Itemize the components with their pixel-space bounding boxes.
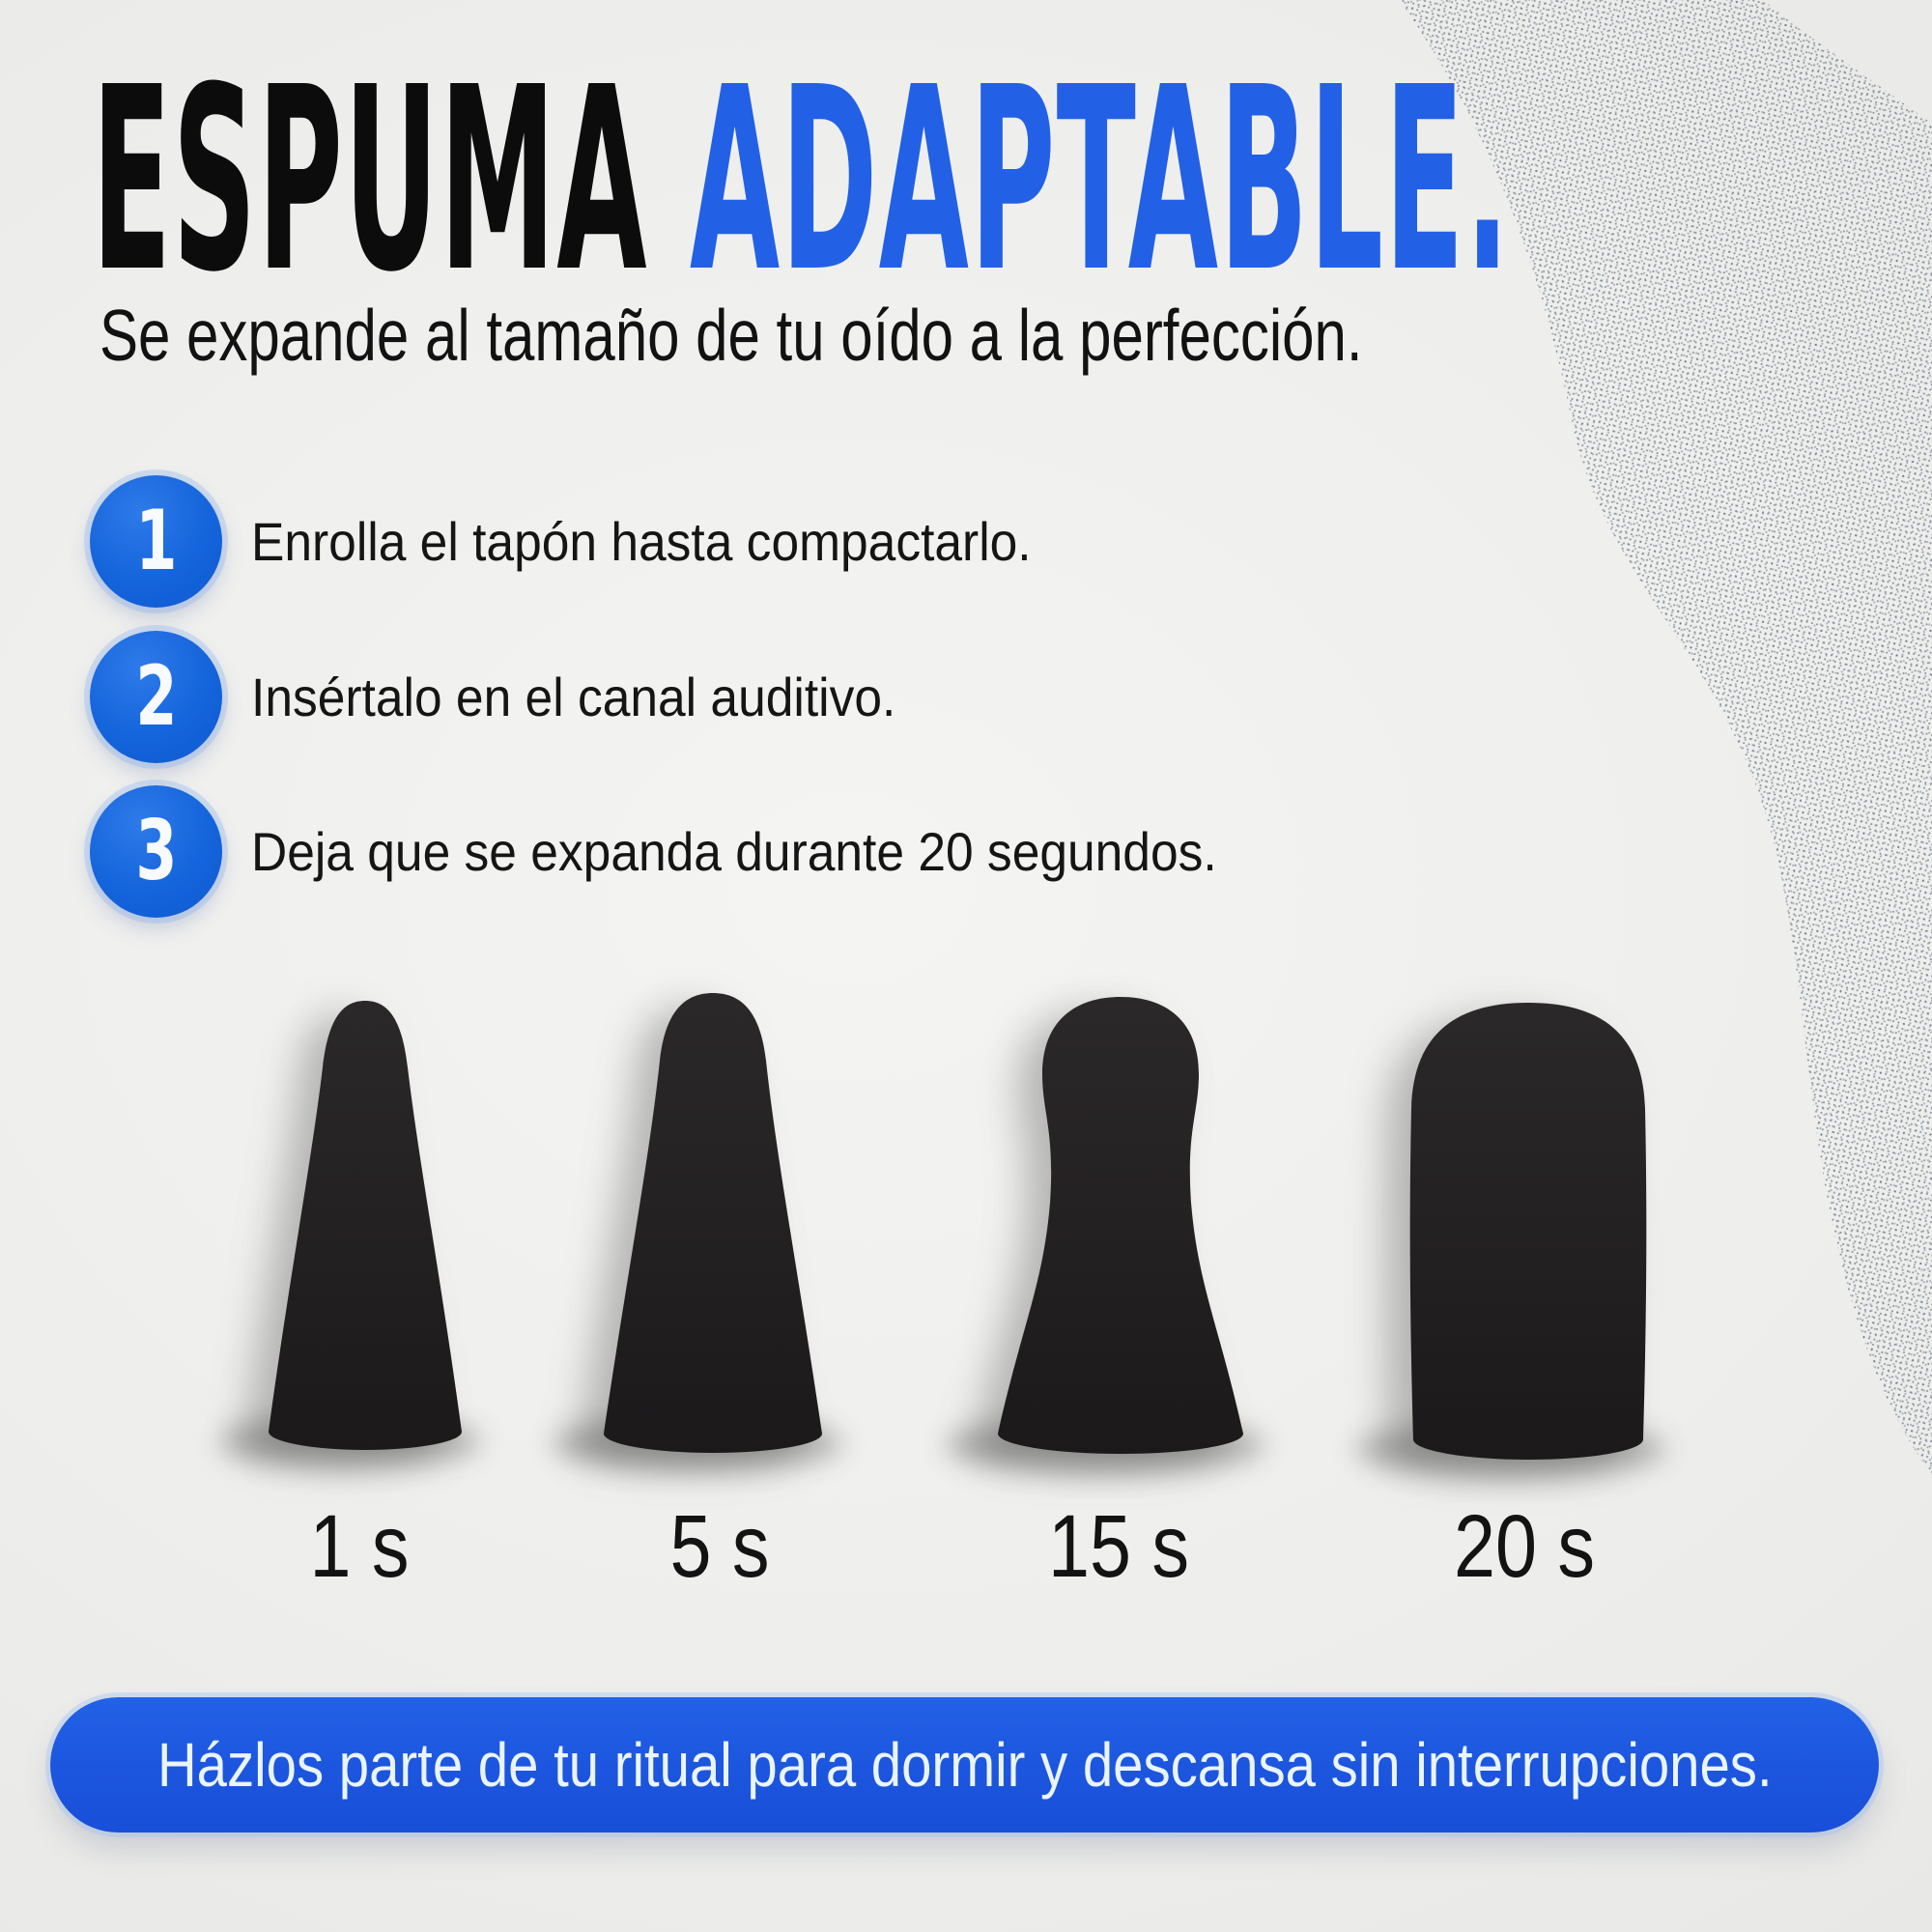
step-2-number: 2 (134, 648, 178, 745)
step-3-number: 3 (134, 803, 178, 899)
step-1-badge: 1 (90, 474, 222, 608)
step-item-3: 3 Deja que se expanda durante 20 segundo… (90, 784, 1301, 918)
page-title: ESPUMA ADAPTABLE. (92, 54, 1511, 307)
earplug-shape-1s (269, 1001, 462, 1450)
wave-dot-layer-2 (1399, 0, 1932, 1476)
step-1-label: Enrolla el tapón hasta compactarlo. (251, 510, 1032, 572)
step-3-badge: 3 (90, 784, 222, 918)
banner-text: Házlos parte de tu ritual para dormir y … (156, 1730, 1773, 1800)
step-item-2: 2 Insértalo en el canal auditivo. (90, 630, 952, 763)
title-word-adaptable: ADAPTABLE. (689, 33, 1511, 327)
title-word-espuma: ESPUMA (92, 33, 648, 327)
banner: Házlos parte de tu ritual para dormir y … (50, 1697, 1879, 1833)
stage-label-1s: 1 s (309, 1497, 410, 1596)
step-2-badge: 2 (90, 630, 222, 763)
step-2-label: Insértalo en el canal auditivo. (251, 666, 896, 727)
earplug-shape-20s (1409, 1003, 1647, 1460)
earplug-shape-15s (998, 997, 1243, 1454)
stage-label-5s: 5 s (669, 1497, 770, 1596)
stage-label-15s: 15 s (1047, 1497, 1190, 1596)
step-item-1: 1 Enrolla el tapón hasta compactarlo. (90, 474, 1099, 608)
page-subtitle: Se expande al tamaño de tu oído a la per… (99, 295, 1363, 376)
step-1-number: 1 (134, 493, 178, 589)
stage-label-20s: 20 s (1453, 1497, 1596, 1596)
step-3-label: Deja que se expanda durante 20 segundos. (251, 820, 1217, 882)
earplug-shape-5s (604, 993, 822, 1453)
